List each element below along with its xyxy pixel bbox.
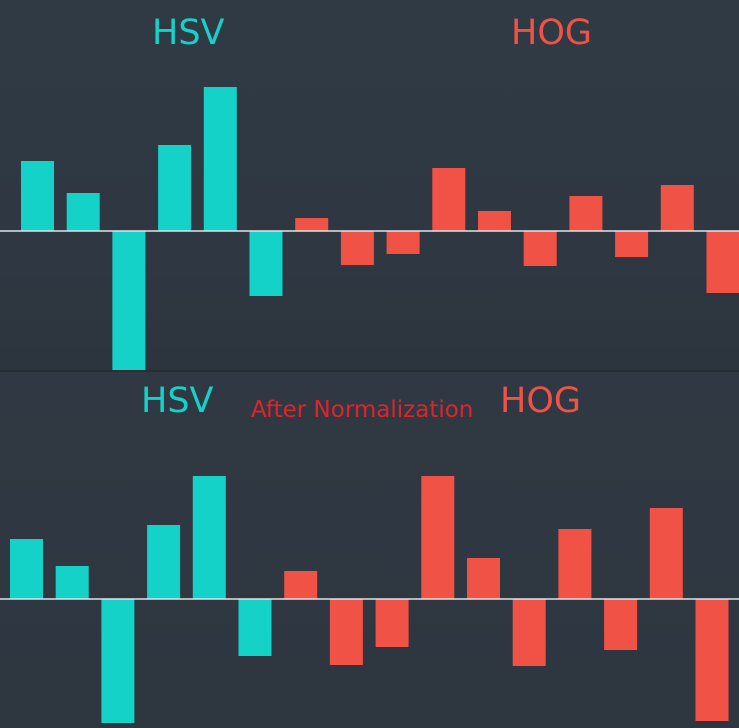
chart-bottom-svg (0, 476, 739, 723)
hog-bar-7 (558, 529, 592, 599)
hog-bar-9 (660, 185, 694, 231)
hog-bar-5 (478, 211, 511, 231)
hsv-bar-3 (112, 231, 146, 372)
hog-bar-1 (295, 218, 329, 231)
hsv-bar-1 (10, 539, 43, 599)
hsv-bar-2 (55, 566, 89, 599)
hsv-bar-6 (238, 599, 272, 656)
hog-bar-2 (340, 231, 374, 265)
hsv-bar-4 (158, 145, 192, 231)
hog-bar-2 (329, 599, 363, 665)
hsv-bar-6 (249, 231, 283, 296)
hog-bar-7 (569, 196, 603, 231)
chart-bottom: HSV HOG After Normalization (0, 372, 739, 728)
hog-bar-10 (695, 599, 729, 721)
hsv-bar-1 (21, 161, 54, 231)
hog-bar-3 (386, 231, 420, 254)
hog-bar-9 (649, 508, 683, 599)
chart-top: HSV HOG (0, 0, 739, 372)
hog-bar-5 (467, 558, 500, 599)
hog-bar-1 (284, 571, 318, 599)
hog-bar-6 (512, 599, 546, 666)
hsv-label-top: HSV (152, 13, 225, 53)
hsv-bar-4 (147, 525, 181, 599)
hog-bar-8 (615, 231, 649, 257)
hsv-bar-5 (192, 476, 226, 599)
hsv-bar-5 (203, 87, 237, 231)
hog-bar-8 (604, 599, 638, 650)
normalization-annotation: After Normalization (251, 397, 474, 423)
hog-bar-3 (375, 599, 409, 647)
hog-bar-10 (706, 231, 739, 293)
hog-bar-6 (523, 231, 557, 266)
hsv-bar-2 (66, 193, 100, 231)
chart-top-svg (0, 87, 739, 372)
hog-bar-4 (421, 476, 455, 599)
hsv-label-bottom: HSV (141, 381, 214, 421)
hog-label-top: HOG (511, 13, 592, 53)
hsv-bar-3 (101, 599, 135, 723)
hog-bar-4 (432, 168, 466, 231)
hog-label-bottom: HOG (500, 381, 581, 421)
